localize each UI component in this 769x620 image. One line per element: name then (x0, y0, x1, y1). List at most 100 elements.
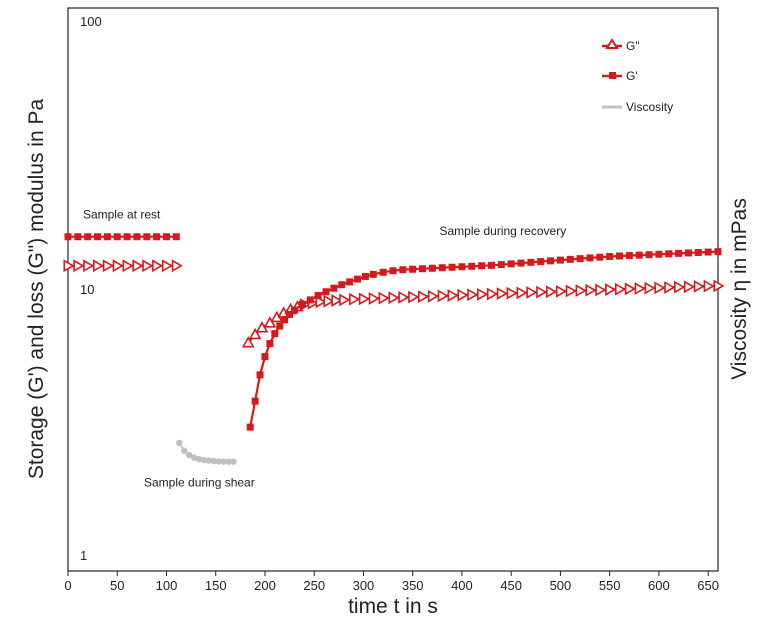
g-double-prime-point (467, 288, 479, 302)
g-prime-point (399, 266, 407, 274)
y-tick-label: 1 (80, 548, 87, 563)
x-tick-label: 0 (64, 578, 71, 593)
g-prime-point (306, 296, 314, 304)
g-prime-point (458, 263, 466, 271)
g-double-prime-point (152, 259, 164, 273)
g-prime-point (330, 284, 338, 292)
g-double-prime-point (703, 279, 715, 293)
g-prime-point (133, 233, 141, 241)
x-tick-label: 250 (303, 578, 325, 593)
viscosity-point (205, 457, 213, 464)
g-prime-point (409, 265, 417, 273)
g-prime-point (645, 251, 653, 259)
g-prime-point (271, 330, 279, 338)
g-double-prime-point (693, 280, 705, 293)
g-double-prime-point (398, 290, 410, 304)
g-double-prime-point (595, 283, 607, 297)
x-tick-label: 450 (500, 578, 522, 593)
x-tick-labels: 0 50 100 150 200 250 300 350 400 450 500 550 600 650 (64, 571, 719, 593)
g-prime-point (298, 301, 306, 309)
g-double-prime-point (565, 284, 577, 298)
viscosity-point (220, 458, 227, 465)
g-double-prime-point (161, 259, 174, 273)
g-double-prime-point (408, 290, 420, 304)
g-double-prime-point (142, 259, 154, 273)
g-prime-point (143, 233, 151, 241)
g-prime-point (74, 233, 82, 241)
g-double-prime-point (654, 281, 666, 295)
g-double-prime-point (417, 290, 430, 303)
g-double-prime-point (664, 281, 676, 294)
g-prime-point (655, 250, 663, 258)
viscosity-point (176, 439, 183, 447)
g-double-prime-point (331, 294, 343, 307)
g-prime-point (566, 255, 574, 263)
viscosity-point (225, 458, 232, 465)
g-double-prime-point (605, 283, 617, 296)
g-prime-point (665, 250, 673, 258)
g-double-prime-point (575, 284, 587, 298)
g-prime-point (314, 291, 322, 299)
g-double-prime-point (496, 287, 508, 300)
g-double-prime-point (368, 292, 380, 305)
chart-annotations: Sample at rest Sample during recovery Samp… (83, 208, 566, 490)
g-double-prime-point (73, 259, 85, 273)
g-double-prime-point (624, 282, 636, 296)
g-double-prime-point (614, 282, 627, 296)
legend-label-viscosity: Viscosity (626, 100, 673, 114)
g-prime-point (123, 233, 131, 241)
g-double-prime-point (457, 288, 469, 302)
legend-item-g-double-prime: G" (602, 38, 640, 53)
g-double-prime-point (339, 293, 351, 307)
g-prime-point (714, 248, 722, 256)
g-prime-point (497, 261, 505, 269)
viscosity-point (190, 454, 198, 461)
chart-marks (63, 233, 725, 465)
g-double-prime-point (644, 281, 656, 295)
g-prime-point (547, 257, 555, 265)
legend-item-g-prime: G' (602, 69, 638, 83)
g-double-prime-point (526, 286, 538, 299)
g-prime-point (704, 248, 712, 256)
x-tick-label: 600 (648, 578, 670, 593)
g-prime-point (256, 371, 264, 379)
g-prime-point (428, 264, 436, 272)
g-double-prime-point (358, 292, 371, 306)
x-tick-label: 300 (353, 578, 375, 593)
g-prime-point (625, 252, 633, 260)
g-prime-point (172, 233, 180, 241)
x-tick-label: 400 (451, 578, 473, 593)
g-double-prime-point (378, 291, 390, 305)
g-double-prime-point (349, 292, 361, 306)
g-double-prime-point (248, 327, 262, 340)
g-prime-point (322, 288, 330, 296)
g-prime-point (389, 267, 397, 275)
x-tick-label: 50 (110, 578, 124, 593)
viscosity-point (181, 447, 188, 454)
g-prime-point (527, 258, 535, 266)
g-double-prime-point (427, 289, 440, 303)
x-tick-label: 550 (599, 578, 621, 593)
g-prime-point (369, 270, 377, 278)
legend-label-g-double-prime: G" (626, 39, 640, 53)
x-tick-label: 150 (205, 578, 227, 593)
annotation-label: Sample during recovery (439, 224, 566, 238)
g-prime-point (354, 275, 362, 283)
g-double-prime-point (516, 286, 528, 300)
viscosity-point (230, 458, 237, 465)
g-double-prime-point (437, 289, 449, 303)
g-double-prime-point (506, 286, 518, 300)
g-prime-point (251, 397, 259, 405)
legend-label-g-prime: G' (626, 69, 638, 83)
y-tick-labels: 100 10 1 (80, 14, 102, 563)
viscosity-point (185, 451, 193, 459)
x-tick-label: 350 (402, 578, 424, 593)
g-prime-point (438, 264, 446, 272)
viscosity-point (195, 455, 203, 463)
y-axis-title: Storage (G') and loss (G") modulus in Pa (25, 99, 48, 480)
g-double-prime-point (132, 259, 144, 273)
g-prime-point (153, 233, 161, 241)
y-tick-label: 10 (80, 282, 94, 297)
g-prime-point (517, 259, 525, 267)
g-prime-point (487, 261, 495, 269)
